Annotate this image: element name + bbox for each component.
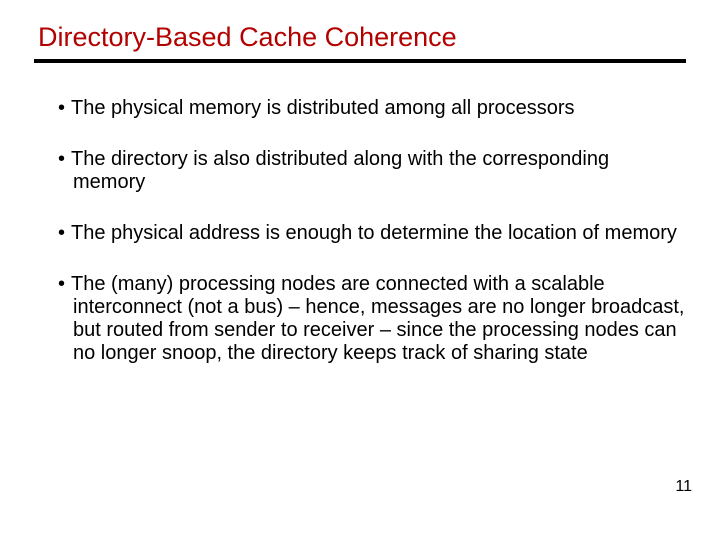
- bullet-item: • The physical memory is distributed amon…: [58, 97, 686, 120]
- bullet-item: • The (many) processing nodes are connect…: [58, 273, 686, 365]
- bullet-mark: •: [58, 222, 65, 244]
- bullet-text: The directory is also distributed along …: [71, 148, 609, 193]
- slide-content: • The physical memory is distributed amon…: [0, 63, 720, 365]
- bullet-item: • The directory is also distributed along…: [58, 148, 686, 194]
- bullet-item: • The physical address is enough to deter…: [58, 222, 686, 245]
- bullet-text: The physical address is enough to determ…: [71, 222, 677, 244]
- bullet-text: The physical memory is distributed among…: [71, 97, 575, 119]
- slide-title: Directory-Based Cache Coherence: [0, 0, 720, 59]
- bullet-text: The (many) processing nodes are connecte…: [71, 273, 684, 364]
- page-number: 11: [675, 478, 692, 496]
- bullet-mark: •: [58, 148, 65, 170]
- bullet-mark: •: [58, 97, 65, 119]
- bullet-mark: •: [58, 273, 65, 295]
